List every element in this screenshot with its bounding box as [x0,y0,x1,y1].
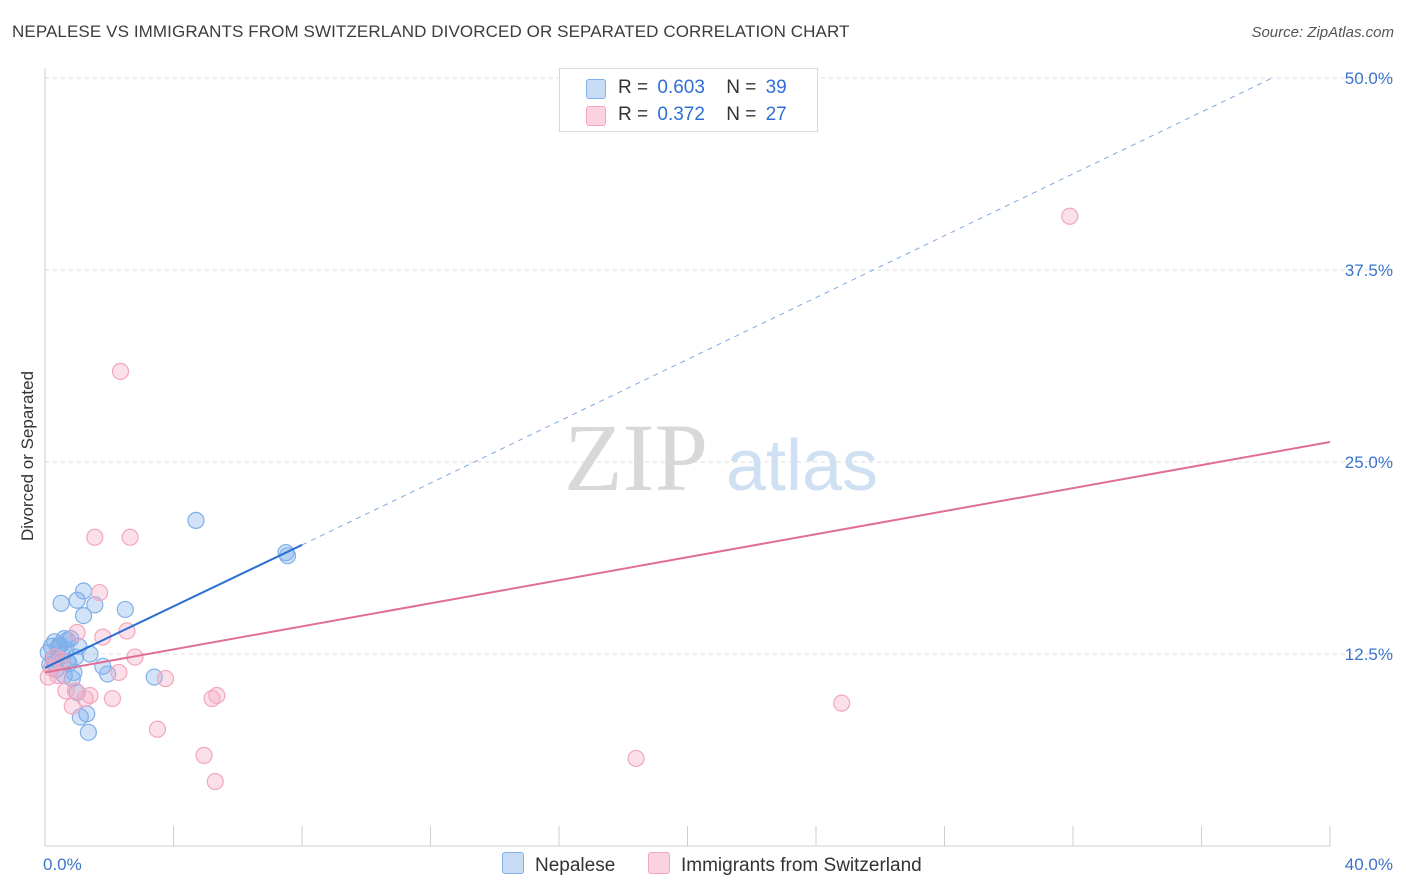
axes [44,68,1331,847]
series-legend: Nepalese Immigrants from Switzerland [0,852,1406,878]
switzerland-point [81,686,99,705]
grid-lines [45,77,1393,655]
switzerland-point [195,746,213,764]
source-label: Source: ZipAtlas.com [1251,24,1394,41]
trend-lines [44,77,1331,674]
y-tick-label: 12.5% [1345,645,1393,664]
switzerland-point [156,669,175,688]
switzerland-point [111,362,130,380]
legend-label-nepalese: Nepalese [535,855,616,876]
legend-item-switzerland[interactable]: Immigrants from Switzerland [648,852,922,877]
switzerland-point [208,686,226,705]
legend-item-nepalese[interactable]: Nepalese [502,852,615,877]
y-tick-label: 37.5% [1345,261,1393,280]
watermark-atlas: atlas [726,426,878,506]
r-value: 0.372 [657,104,705,125]
switzerland-point [203,689,221,708]
r-value: 0.603 [657,77,705,98]
nepalese-point [79,723,97,741]
n-value: 27 [765,104,787,125]
nepalese-trend-line [44,544,303,669]
switzerland-point [121,528,139,546]
nepalese-point [74,582,93,600]
n-label: N = [726,104,757,125]
switzerland-point [148,720,167,738]
switzerland-point [76,689,94,708]
switzerland-point [833,694,851,712]
switzerland-point [110,663,128,682]
x-tick-label: 0.0% [43,855,82,874]
nepalese-swatch [586,79,606,99]
switzerland-swatch [586,106,606,126]
nepalese-point [52,594,70,612]
n-value: 39 [765,77,787,98]
switzerland-point [206,772,224,791]
nepalese-point [187,511,205,529]
switzerland-point [86,528,104,546]
switzerland-point [57,682,75,700]
tick-labels: 12.5% 25.0% 37.5% 50.0% 0.0% 40.0% [43,69,1393,874]
r-label: R = [618,104,649,125]
switzerland-point [91,583,109,602]
y-tick-label: 25.0% [1345,453,1393,472]
watermark-zip: ZIP [564,404,708,511]
switzerland-legend-swatch [648,852,670,874]
data-points [39,207,1079,791]
chart-title: NEPALESE VS IMMIGRANTS FROM SWITZERLAND … [12,22,850,41]
nepalese-point [116,600,134,619]
watermark: ZIP atlas [564,404,878,511]
switzerland-point [103,689,122,708]
nepalese-point [78,705,96,723]
r-label: R = [618,77,649,98]
switzerland-point [627,749,645,768]
switzerland-point [1061,207,1079,225]
n-label: N = [726,77,757,98]
switzerland-point [68,623,86,642]
switzerland-trend-line [44,441,1331,674]
nepalese-point [68,591,86,609]
stats-legend: R = 0.603 N = 39 R = 0.372 N = 27 [559,68,818,132]
x-tick-label: 40.0% [1345,855,1393,874]
nepalese-point [74,606,93,625]
y-tick-label: 50.0% [1345,69,1393,88]
nepalese-legend-swatch [502,852,524,874]
legend-label-switzerland: Immigrants from Switzerland [681,855,922,876]
